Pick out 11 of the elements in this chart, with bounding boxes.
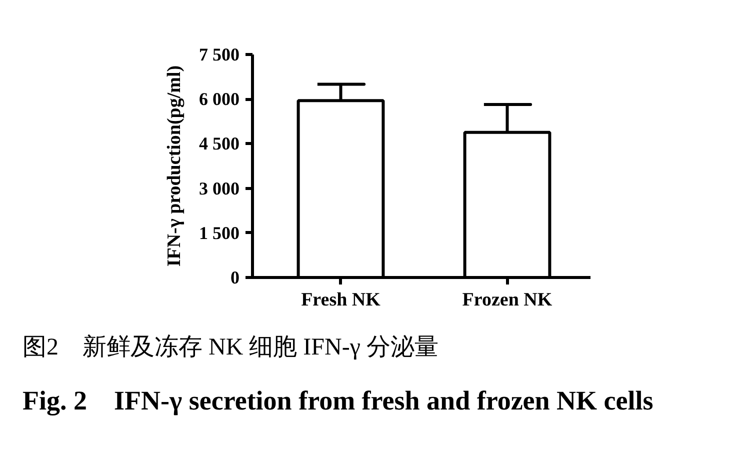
- y-tick-label: 1 500: [199, 222, 240, 243]
- y-tick-label: 0: [230, 268, 240, 288]
- y-tick-label: 6 000: [199, 89, 240, 110]
- y-tick-label: 7 500: [199, 44, 240, 64]
- y-tick-label: 3 000: [199, 178, 240, 198]
- text: Fig. 2 IFN-γ secretion from fresh and frozen NK cells: [22, 386, 654, 416]
- x-tick-label: Frozen NK: [462, 290, 552, 310]
- text: 图2 新鲜及冻存 NK 细胞 IFN-γ 分泌量: [22, 334, 438, 360]
- y-axis-title: IFN-γ production(pg/ml): [164, 65, 185, 267]
- y-tick-label: 4 500: [199, 134, 240, 154]
- x-tick-label: Fresh NK: [301, 290, 381, 310]
